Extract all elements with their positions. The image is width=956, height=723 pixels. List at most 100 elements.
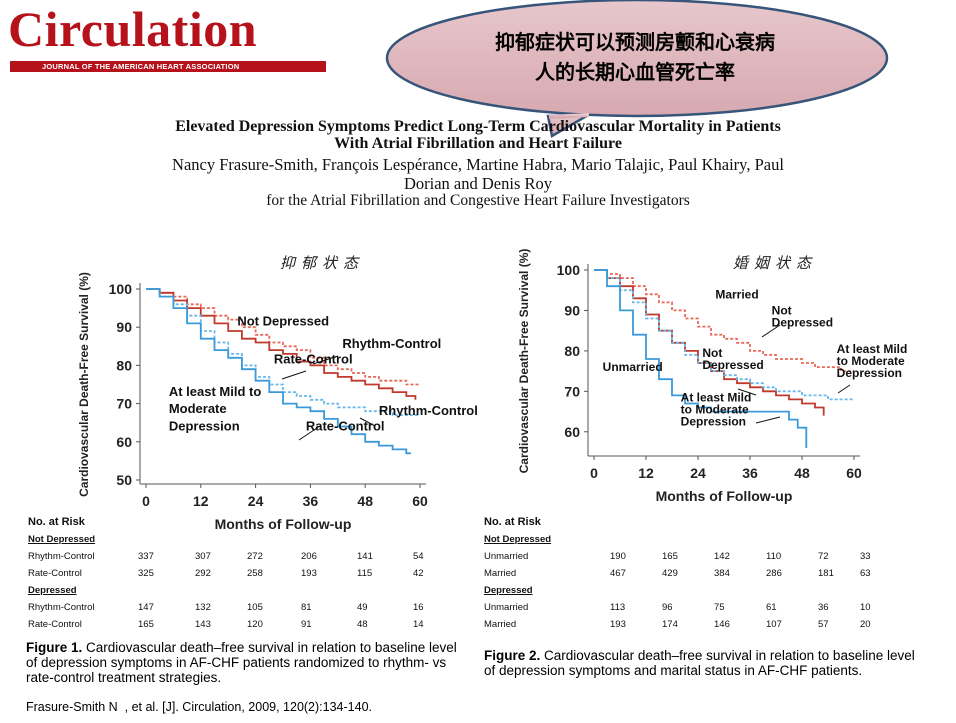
table-row: Rate-Control 165 143 120 91 48 14 (28, 616, 468, 633)
bubble-text: 抑郁症状可以预测房颤和心衰病 人的长期心血管死亡率 (440, 28, 830, 88)
risk-value: 54 (413, 551, 424, 562)
risk-value: 61 (766, 602, 777, 613)
annotation-label: At least Mild to (169, 384, 262, 399)
risk-group-label: Not Depressed (28, 534, 96, 545)
x-tick-label: 60 (412, 493, 428, 509)
authors-line-2: Dorian and Denis Roy (403, 174, 553, 193)
annotation-label: Depression (837, 366, 902, 380)
x-tick-label: 12 (638, 465, 654, 481)
paper-title-line-2: With Atrial Fibrillation and Heart Failu… (334, 135, 622, 152)
row-label: Unmarried (484, 602, 529, 613)
annotation-label: Unmarried (603, 360, 663, 374)
risk-value: 110 (766, 551, 782, 562)
table-row: Married 467 429 384 286 181 63 (484, 565, 924, 582)
x-tick-label: 36 (742, 465, 758, 481)
risk-value: 206 (301, 551, 317, 562)
row-label: Rhythm-Control (28, 551, 95, 562)
bubble-line-1: 抑郁症状可以预测房颤和心衰病 (495, 32, 775, 54)
leader-line (298, 425, 321, 441)
risk-value: 132 (195, 602, 211, 613)
y-tick-label: 90 (564, 302, 580, 318)
table-row: Rhythm-Control 337 307 272 206 141 54 (28, 548, 468, 565)
annotation-label: Not (702, 346, 722, 360)
risk-value: 272 (247, 551, 263, 562)
figure-1-svg: 50 60 70 80 90 100 0 12 24 36 48 60 Months of Follow… (77, 272, 478, 532)
y-axis-label: Cardiovascular Death-Free Survival (%) (77, 272, 91, 497)
risk-value: 36 (818, 602, 829, 613)
series-line (594, 269, 854, 401)
risk-group-label: Not Depressed (484, 534, 552, 545)
series-line (594, 269, 808, 448)
table-row: Rate-Control 325 292 258 193 115 42 (28, 565, 468, 582)
figure-2-chart: 60 70 80 90 100 0 12 24 36 48 60 Months of Follow-u… (508, 215, 948, 530)
leader-line (737, 388, 757, 396)
risk-value: 33 (860, 551, 871, 562)
row-label: Unmarried (484, 551, 529, 562)
annotation-label: Depressed (772, 316, 833, 330)
risk-value: 193 (610, 619, 626, 630)
risk-value: 384 (714, 568, 730, 579)
authors-line-1: Nancy Frasure-Smith, François Lespérance… (172, 155, 784, 174)
risk-header: No. at Risk (28, 516, 85, 528)
annotation-label: Rhythm-Control (379, 403, 478, 418)
annotation-label: to Moderate (681, 403, 749, 417)
row-label: Rhythm-Control (28, 602, 95, 613)
annotation-label: At least Mild (681, 390, 752, 404)
x-tick-label: 48 (794, 465, 810, 481)
risk-value: 107 (766, 619, 782, 630)
caption-label: Figure 2. (484, 648, 541, 663)
citation: Frasure-Smith N , et al. [J]. Circulatio… (26, 700, 372, 714)
risk-value: 63 (860, 568, 871, 579)
risk-value: 165 (138, 619, 154, 630)
leader-line (761, 324, 781, 338)
risk-value: 57 (818, 619, 829, 630)
risk-value: 120 (247, 619, 263, 630)
risk-value: 49 (357, 602, 368, 613)
risk-value: 147 (138, 602, 154, 613)
leader-line (359, 417, 376, 427)
paper-group: for the Atrial Fibrillation and Congesti… (266, 192, 690, 209)
risk-value: 142 (714, 551, 730, 562)
figure-2-svg: 60 70 80 90 100 0 12 24 36 48 60 Months of Follow-u… (517, 249, 907, 504)
note-marital: 婚姻状态 (733, 254, 818, 272)
risk-value: 115 (357, 568, 373, 579)
annotation-label: Depression (681, 415, 746, 429)
table-row: Rhythm-Control 147 132 105 81 49 16 (28, 599, 468, 616)
risk-value: 193 (301, 568, 317, 579)
logo-wordmark: Circulation (8, 1, 258, 57)
caption-label: Figure 1. (26, 640, 83, 655)
x-axis-label: Months of Follow-up (656, 488, 793, 504)
table-row: Unmarried 113 96 75 61 36 10 (484, 599, 924, 616)
x-tick-label: 0 (590, 465, 598, 481)
series-line (146, 288, 417, 400)
paper-title-line-1: Elevated Depression Symptoms Predict Lon… (175, 118, 781, 135)
caption-text: Cardiovascular death–free survival in re… (26, 640, 457, 685)
speech-bubble (385, 0, 889, 138)
y-tick-label: 80 (564, 343, 580, 359)
risk-value: 165 (662, 551, 678, 562)
risk-value: 258 (247, 568, 263, 579)
risk-value: 181 (818, 568, 834, 579)
annotation-label: to Moderate (837, 354, 905, 368)
series-line (146, 288, 420, 386)
risk-value: 429 (662, 568, 678, 579)
table-row: Married 193 174 146 107 57 20 (484, 616, 924, 633)
x-tick-label: 24 (248, 493, 264, 509)
risk-group-label: Depressed (484, 585, 533, 596)
row-label: Rate-Control (28, 568, 82, 579)
risk-value: 81 (301, 602, 312, 613)
x-tick-label: 24 (690, 465, 706, 481)
risk-header: No. at Risk (484, 516, 541, 528)
risk-value: 141 (357, 551, 373, 562)
leader-line (281, 370, 307, 380)
leader-line (312, 355, 339, 365)
y-tick-label: 50 (116, 472, 132, 488)
paper-authors: Nancy Frasure-Smith, François Lespérance… (10, 155, 946, 193)
y-axis-label: Cardiovascular Death-Free Survival (%) (517, 249, 531, 474)
y-tick-label: 70 (116, 396, 132, 412)
series-line (146, 288, 411, 455)
x-tick-label: 12 (193, 493, 209, 509)
risk-value: 146 (714, 619, 730, 630)
risk-value: 96 (662, 602, 673, 613)
risk-table-2: No. at Risk Not Depressed Unmarried 190 … (484, 514, 924, 633)
